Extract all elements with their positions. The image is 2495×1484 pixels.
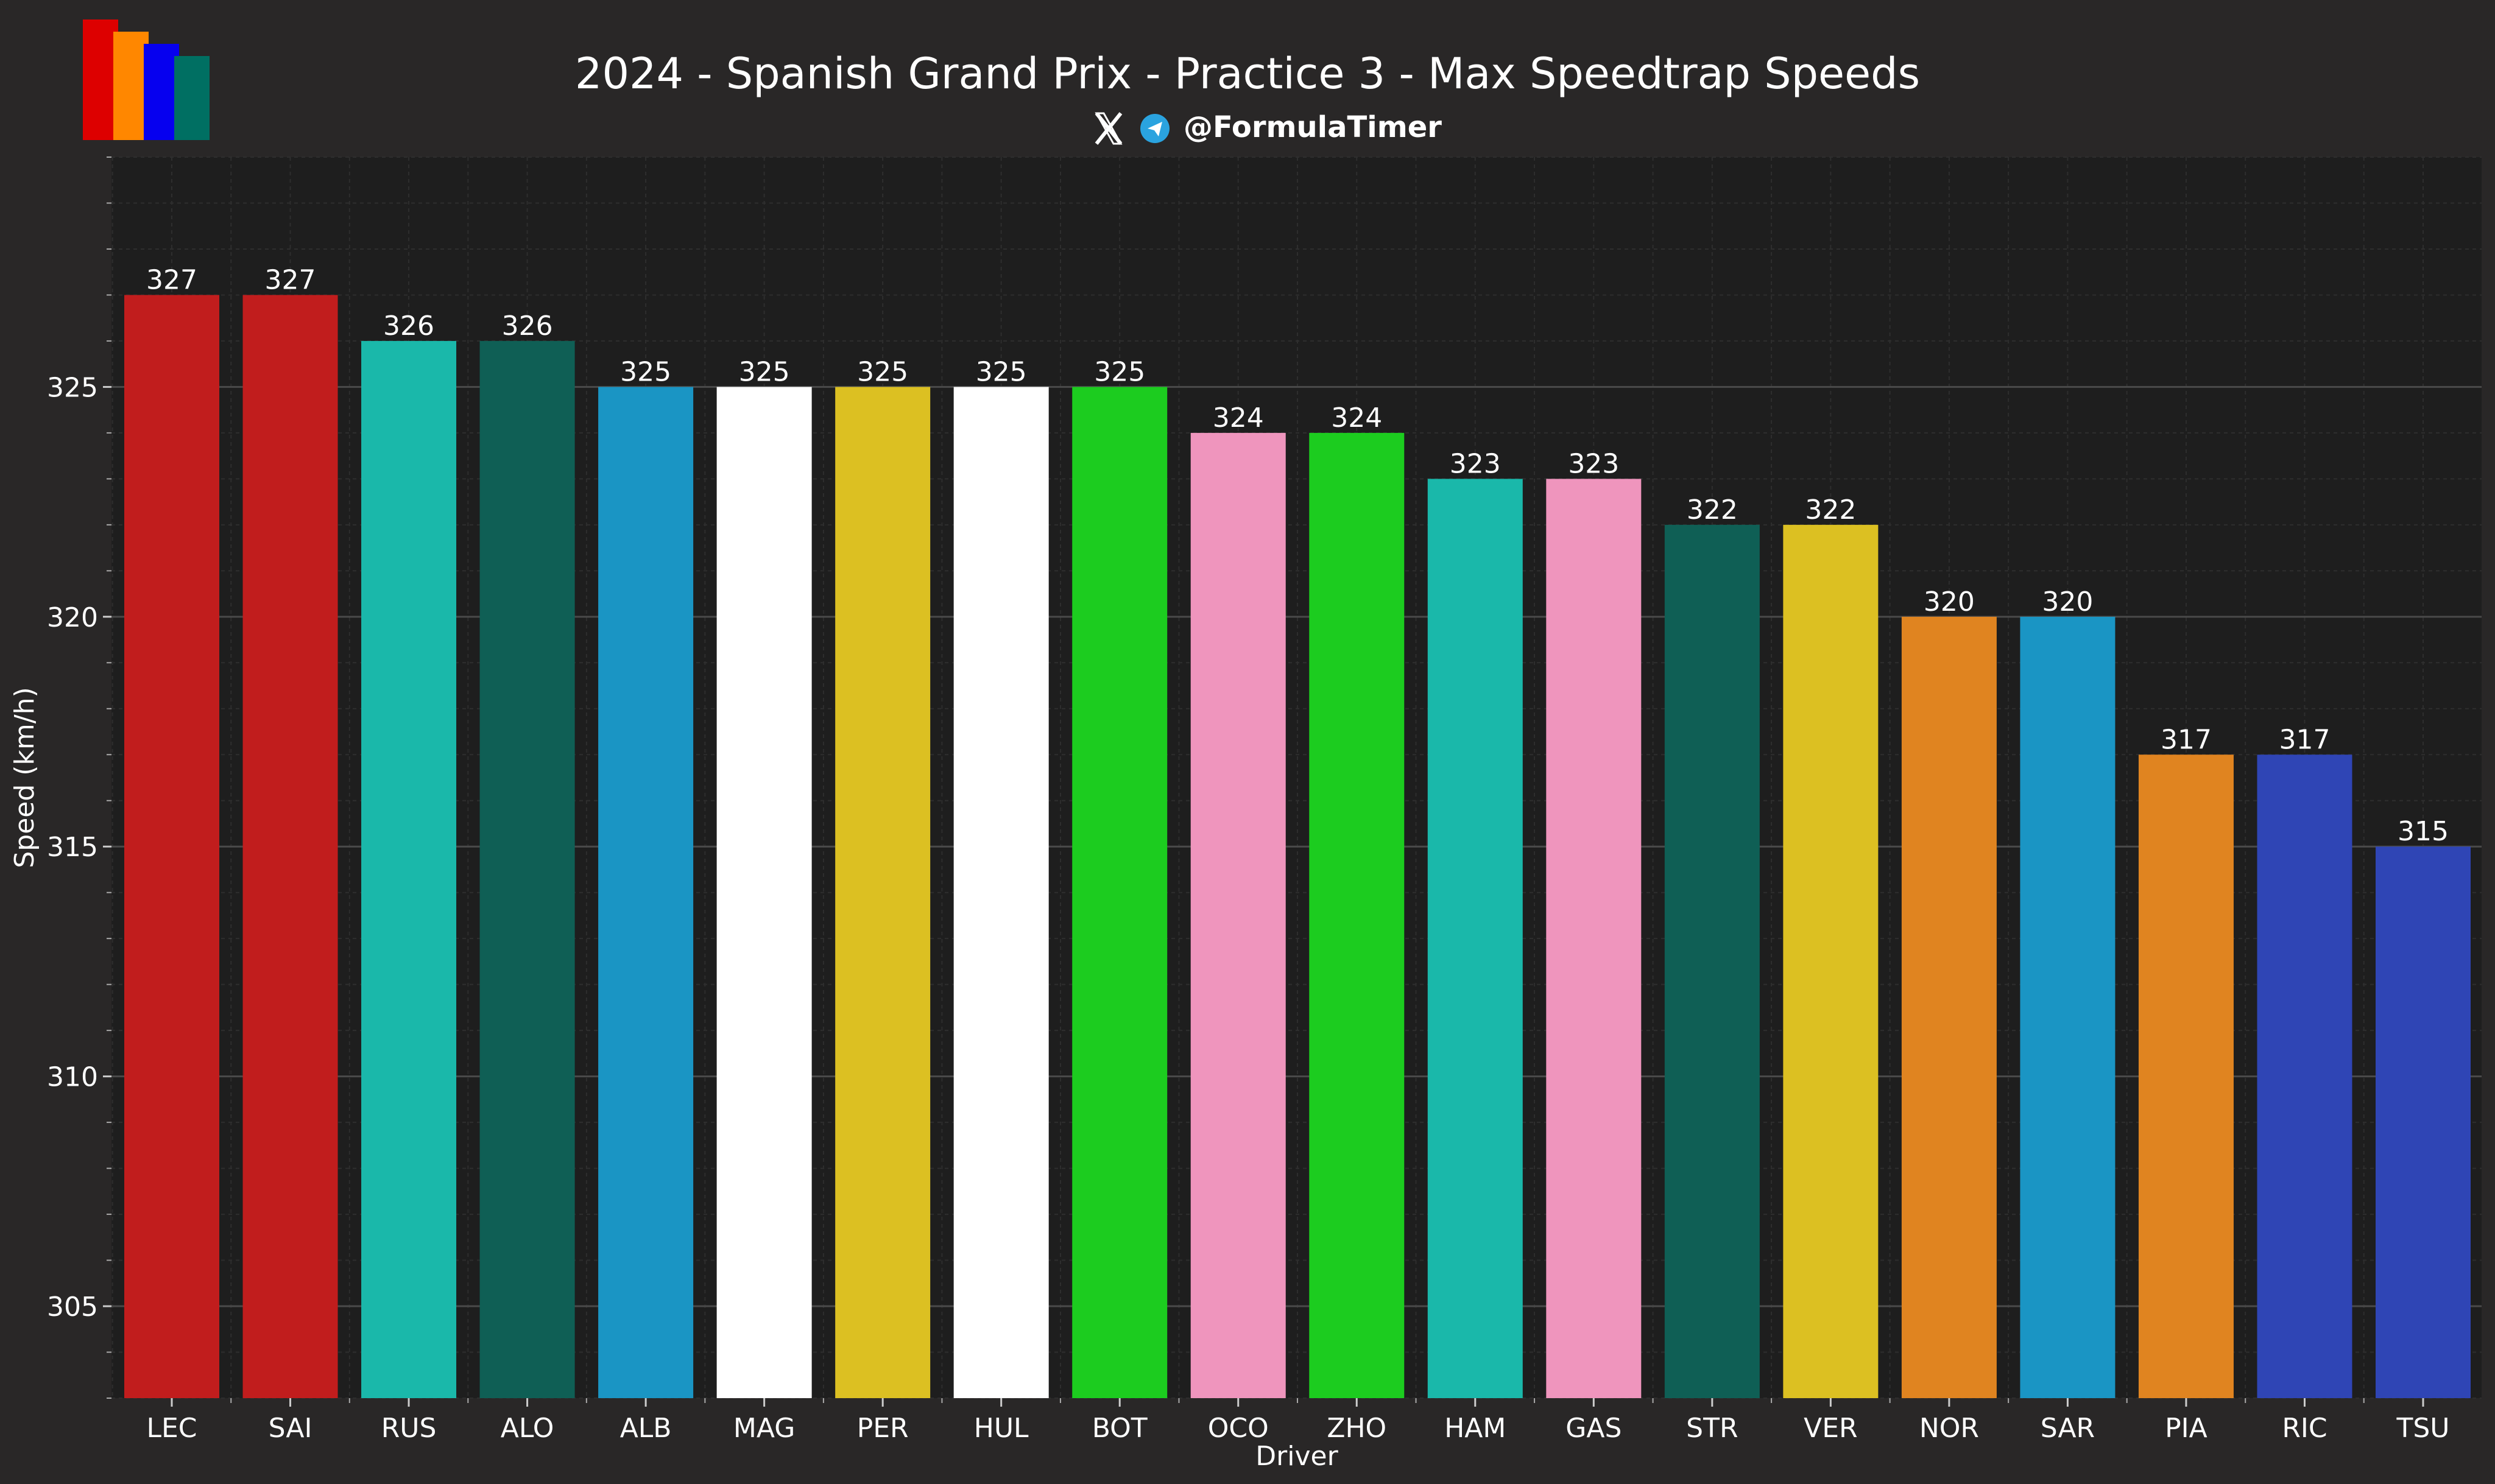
bar-value-label: 324 [1331, 403, 1382, 434]
y-tick-label: 305 [47, 1292, 98, 1323]
y-axis: 305 310 315 320 325 [47, 156, 111, 1399]
x-tick-label: BOT [1092, 1413, 1148, 1444]
x-tick-label: VER [1804, 1413, 1857, 1444]
bar-zho [1309, 432, 1405, 1398]
bar-rus [361, 340, 457, 1398]
bar-sai [242, 295, 338, 1398]
logo [83, 19, 210, 140]
logo-bar-3 [144, 44, 179, 140]
y-axis-title: Speed (km/h) [9, 687, 40, 868]
x-tick-label: GAS [1565, 1413, 1622, 1444]
bar-value-label: 327 [146, 264, 197, 295]
logo-bar-1 [83, 19, 118, 140]
bar-bot [1072, 387, 1168, 1398]
x-tick-label: ALO [501, 1413, 554, 1444]
bar-value-label: 325 [739, 356, 790, 387]
y-tick-label: 310 [47, 1062, 98, 1093]
bar-value-label: 327 [265, 264, 316, 295]
social-handle: @FormulaTimer [1184, 110, 1442, 144]
bars [124, 295, 2471, 1399]
bar-hul [953, 387, 1049, 1398]
x-tick-label: NOR [1919, 1413, 1979, 1444]
x-axis-title: Driver [1255, 1441, 1338, 1472]
x-tick-label: ALB [620, 1413, 672, 1444]
x-tick-label: TSU [2396, 1413, 2449, 1444]
bar-str [1664, 524, 1760, 1399]
bar-alb [598, 387, 694, 1398]
bar-gas [1546, 479, 1642, 1398]
bar-value-label: 320 [1924, 586, 1975, 617]
logo-bar-2 [113, 32, 149, 140]
bar-mag [716, 387, 812, 1398]
bar-lec [124, 295, 219, 1398]
bar-pia [2138, 754, 2234, 1398]
x-tick-label: PER [857, 1413, 909, 1444]
bar-per [835, 387, 931, 1398]
x-tick-label: HAM [1444, 1413, 1506, 1444]
bar-oco [1190, 432, 1286, 1398]
bar-value-label: 320 [2042, 586, 2093, 617]
x-tick-label: SAI [269, 1413, 312, 1444]
plot-area [111, 157, 2482, 1398]
x-logo-icon [1095, 112, 1123, 145]
bar-value-label: 326 [502, 311, 553, 342]
x-tick-label: RIC [2282, 1413, 2327, 1444]
y-tick-label: 320 [47, 602, 98, 633]
bar-sar [2020, 616, 2116, 1398]
bar-ham [1427, 479, 1523, 1398]
logo-bar-4 [174, 56, 210, 140]
bar-ric [2257, 754, 2352, 1398]
bar-value-label: 326 [383, 311, 434, 342]
x-tick-label: HUL [974, 1413, 1029, 1444]
x-tick-label: STR [1686, 1413, 1738, 1444]
telegram-icon [1140, 114, 1170, 143]
bar-ver [1783, 524, 1879, 1399]
x-tick-label: PIA [2165, 1413, 2207, 1444]
bar-value-label: 317 [2161, 724, 2212, 755]
bar-labels: 327 327 326 326 325 325 325 325 325 324 324 323 323 3… [146, 264, 2449, 847]
x-tick-label: ZHO [1327, 1413, 1386, 1444]
bar-value-label: 325 [857, 356, 908, 387]
chart-title: 2024 - Spanish Grand Prix - Practice 3 -… [575, 49, 1920, 99]
bar-value-label: 325 [620, 356, 671, 387]
bar-value-label: 324 [1213, 403, 1264, 434]
bar-value-label: 317 [2279, 724, 2330, 755]
bar-value-label: 322 [1805, 494, 1856, 526]
x-tick-label: MAG [733, 1413, 795, 1444]
y-tick-label: 325 [47, 372, 98, 403]
x-tick-label: OCO [1208, 1413, 1269, 1444]
bar-value-label: 325 [976, 356, 1027, 387]
x-tick-label: SAR [2041, 1413, 2095, 1444]
x-axis: LEC SAI RUS ALO ALB MAG PER HUL BOT OCO ZHO HAM GAS S… [146, 1398, 2450, 1444]
x-tick-label: LEC [146, 1413, 197, 1444]
bar-value-label: 323 [1568, 448, 1619, 479]
bar-tsu [2376, 846, 2471, 1398]
x-tick-label: RUS [381, 1413, 437, 1444]
bar-value-label: 325 [1094, 356, 1145, 387]
bar-value-label: 323 [1450, 448, 1501, 479]
bar-value-label: 315 [2398, 816, 2449, 847]
bar-value-label: 322 [1687, 494, 1738, 526]
bar-alo [479, 340, 575, 1398]
bar-nor [1901, 616, 1997, 1398]
y-tick-label: 315 [47, 832, 98, 863]
